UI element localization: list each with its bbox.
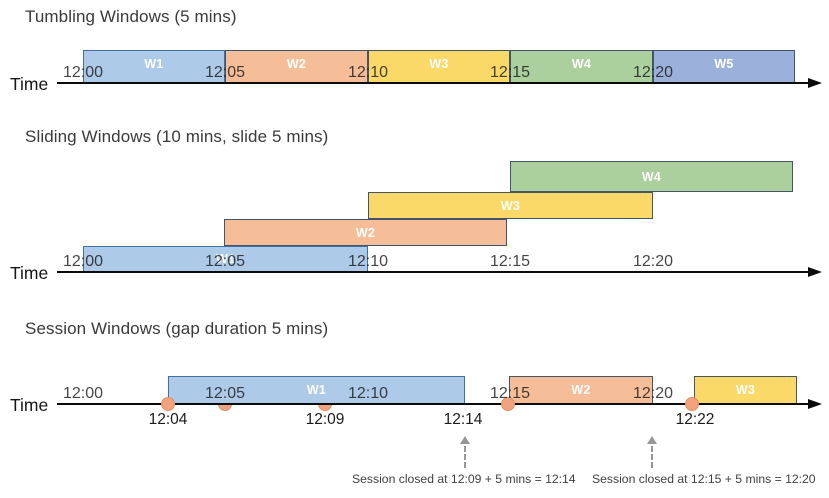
window-label: W3	[429, 57, 449, 71]
window-label: W2	[286, 57, 307, 71]
tumbling-window-w1: W1	[83, 50, 225, 84]
callout-dashed-line	[464, 446, 466, 468]
sliding-time-axis	[57, 271, 809, 273]
window-label: W4	[571, 57, 592, 71]
window-label: W1	[215, 252, 236, 266]
session-axis-arrowhead-icon	[808, 399, 822, 409]
tumbling-title: Tumbling Windows (5 mins)	[25, 7, 237, 26]
sliding-window-w3: W3	[368, 192, 653, 219]
sliding-window-w4: W4	[510, 161, 793, 192]
tumbling-window-w2: W2	[225, 50, 368, 84]
tick-12-00: 12:00	[62, 253, 104, 270]
tumbling-axis-arrowhead-icon	[808, 78, 822, 88]
tick-12-15: 12:15	[489, 64, 531, 81]
tumbling-time-axis	[57, 82, 809, 84]
tick-12-20: 12:20	[632, 385, 674, 402]
event-time-12-22: 12:22	[675, 411, 715, 428]
window-label: W3	[500, 198, 521, 213]
tick-12-15: 12:15	[489, 253, 531, 270]
sliding-window-w1: W1	[83, 246, 368, 272]
window-label: W5	[714, 57, 734, 71]
tick-12-15: 12:15	[489, 385, 531, 402]
sliding-axis-arrowhead-icon	[808, 267, 822, 277]
window-label: W1	[306, 383, 327, 397]
tick-12-05: 12:05	[204, 64, 246, 81]
tumbling-window-w5: W5	[653, 50, 795, 84]
sliding-axis-label: Time	[10, 263, 49, 283]
window-label: W2	[571, 383, 591, 397]
session-closed-annotation-1: Session closed at 12:09 + 5 mins = 12:14	[352, 472, 576, 486]
tick-12-20: 12:20	[632, 64, 674, 81]
window-label: W4	[641, 169, 662, 184]
callout-arrow-up-icon	[460, 436, 470, 444]
session-window-w1: W1	[168, 376, 465, 404]
event-dot-12-04	[161, 397, 175, 411]
session-window-w2: W2	[509, 376, 653, 404]
callout-arrow-up-icon	[647, 436, 657, 444]
tick-12-00: 12:00	[62, 385, 104, 402]
window-label: W1	[144, 57, 164, 71]
tick-12-05: 12:05	[204, 385, 246, 402]
window-label: W2	[355, 225, 376, 240]
event-time-12-14: 12:14	[443, 411, 483, 428]
callout-dashed-line	[651, 446, 653, 468]
tick-12-00: 12:00	[62, 64, 104, 81]
session-window-w3: W3	[694, 376, 797, 404]
event-time-12-04: 12:04	[148, 411, 188, 428]
session-closed-annotation-2: Session closed at 12:15 + 5 mins = 12:20	[592, 472, 816, 486]
session-axis-label: Time	[10, 395, 49, 415]
tick-12-05: 12:05	[204, 253, 246, 270]
session-title: Session Windows (gap duration 5 mins)	[25, 319, 329, 338]
event-dot-12-22	[685, 397, 699, 411]
event-time-12-09: 12:09	[305, 411, 345, 428]
sliding-window-w2: W2	[224, 219, 507, 246]
tick-12-10: 12:10	[347, 253, 389, 270]
event-dot-12-15	[501, 397, 515, 411]
tumbling-window-w4: W4	[510, 50, 653, 84]
sliding-title: Sliding Windows (10 mins, slide 5 mins)	[25, 127, 329, 146]
tick-12-10: 12:10	[347, 385, 389, 402]
tick-12-10: 12:10	[347, 64, 389, 81]
tumbling-axis-label: Time	[10, 74, 49, 94]
session-time-axis	[57, 403, 809, 405]
window-label: W3	[735, 383, 756, 397]
tick-12-20: 12:20	[632, 253, 674, 270]
tumbling-window-w3: W3	[368, 50, 510, 84]
